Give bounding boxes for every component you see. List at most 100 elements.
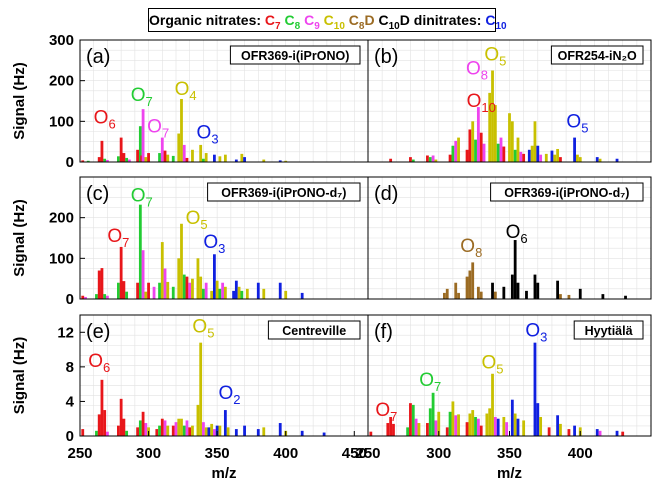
bar (284, 290, 288, 299)
bar (106, 159, 109, 162)
panel-title: OFR254-iN₂O (558, 49, 637, 63)
bar (100, 140, 104, 162)
bar (559, 157, 562, 162)
bar (457, 414, 460, 436)
bar (476, 418, 480, 436)
bar (454, 140, 458, 162)
y-axis-label: Signal (Hz) (11, 62, 28, 140)
bar (182, 144, 186, 162)
annotation-label: O10 (467, 91, 496, 115)
legend-items: C7 C8 C9 C10 C8D C10D dinitrates: C10 (265, 9, 507, 38)
bar (97, 414, 101, 436)
bar (182, 274, 186, 299)
bar (389, 416, 393, 436)
annotation-label: O7 (131, 85, 153, 109)
bar (474, 416, 477, 436)
bar (147, 153, 150, 162)
bar (550, 150, 554, 162)
panel-frame (367, 39, 652, 163)
bar (207, 427, 211, 436)
bar (204, 427, 208, 436)
bar (177, 258, 181, 299)
y-tick-label: 0 (66, 428, 74, 445)
bar (389, 158, 393, 162)
bar (100, 379, 104, 436)
legend-entry: C7 (264, 12, 281, 32)
legend-entry: C10 (323, 12, 345, 32)
bar (136, 149, 139, 162)
y-tick-label: 300 (49, 32, 74, 49)
bar (417, 423, 421, 436)
annotation-label: O6 (506, 222, 528, 246)
bar (97, 270, 101, 299)
bar (100, 268, 104, 299)
bar (457, 292, 460, 299)
bar (499, 137, 503, 162)
y-tick-label: 0 (66, 154, 74, 171)
bar (479, 132, 483, 162)
bar (199, 342, 203, 436)
bar (284, 160, 288, 162)
bar (598, 430, 602, 436)
annotation-label: O8 (466, 59, 488, 83)
panel-title: OFR369-i(iPrONO-d₇) (221, 186, 346, 200)
bar (496, 418, 500, 436)
bar (125, 430, 129, 436)
bar (595, 157, 599, 162)
y-tick-label: 200 (49, 210, 74, 227)
panel-e: 0 4 8 12 Signal (Hz) (e) Centreville O6 O5 O2 250 3… (11, 314, 369, 482)
bar (544, 153, 548, 162)
bar (556, 280, 560, 299)
bar (138, 204, 142, 299)
panel-label: (b) (374, 46, 398, 68)
bar (457, 137, 460, 162)
bar (479, 425, 483, 436)
legend-entry: C8D (348, 12, 375, 32)
bar (138, 420, 142, 436)
bar (493, 291, 497, 299)
bar (624, 295, 627, 299)
bar (431, 392, 435, 436)
legend-entry: C8 (284, 12, 301, 32)
bar (223, 154, 227, 162)
annotation-label: O5 (566, 111, 588, 135)
panel-title-box (229, 45, 361, 65)
bar (516, 137, 520, 162)
bar (171, 155, 175, 162)
bar (615, 158, 619, 162)
bar (147, 282, 150, 299)
bar (510, 274, 514, 299)
bar (426, 155, 429, 162)
bar (144, 423, 148, 436)
bar (106, 295, 109, 299)
bar (578, 157, 582, 162)
bar (510, 121, 514, 162)
y-tick-label: 200 (49, 73, 74, 90)
bar (451, 145, 455, 162)
annotation-label: O2 (218, 383, 240, 407)
bar (202, 422, 205, 436)
bar (141, 411, 145, 436)
bar (86, 160, 90, 162)
bar (138, 126, 142, 162)
bar (125, 157, 129, 162)
bar (409, 157, 412, 162)
bar (493, 105, 497, 162)
legend-entry: C10 (485, 12, 507, 32)
bar (482, 143, 486, 162)
bar (188, 427, 192, 436)
bar (527, 149, 531, 162)
bar (232, 290, 235, 299)
bar (166, 154, 170, 162)
bar (226, 427, 230, 436)
annotation-label: O6 (88, 351, 110, 375)
y-tick-label: 100 (49, 113, 74, 130)
annotation-label: O7 (131, 185, 153, 209)
annotation-label: O3 (525, 321, 547, 345)
bar (81, 160, 85, 162)
bar (491, 70, 494, 162)
x-tick-label: 300 (136, 445, 161, 462)
bar (491, 282, 494, 299)
bar (262, 288, 266, 299)
bar (567, 429, 571, 436)
